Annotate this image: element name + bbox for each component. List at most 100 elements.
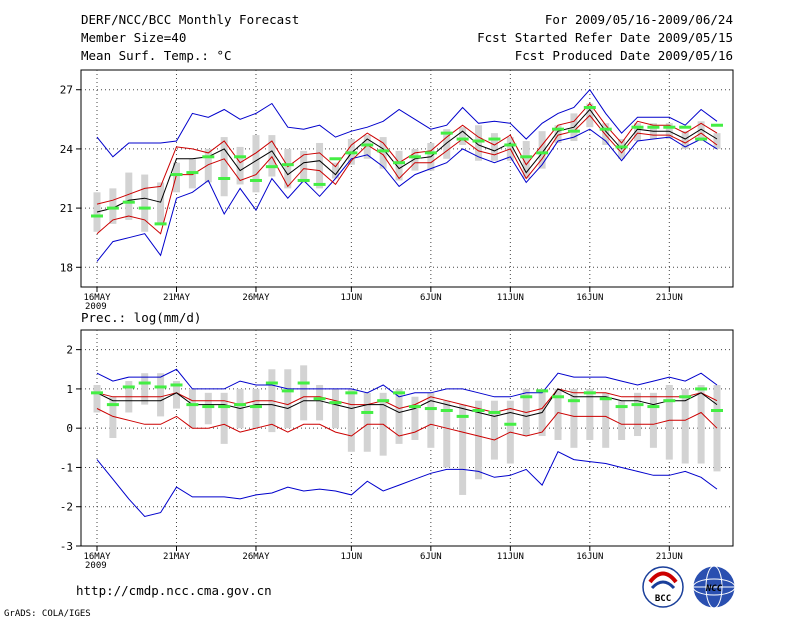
prec-ytick-label: 1 (66, 383, 73, 396)
header-start-date: Fcst Started Refer Date 2009/05/15 (477, 30, 733, 45)
bcc-logo-text: BCC (655, 594, 671, 604)
temp-box (157, 182, 165, 224)
temp-box (363, 135, 371, 159)
prec-xtick-label: 16JUN (576, 552, 603, 562)
temp-box (490, 133, 498, 161)
temp-box (459, 127, 467, 145)
prec-series-lower (96, 408, 718, 441)
prec-box (570, 388, 578, 448)
temp-xtick-label: 16JUN (576, 293, 603, 303)
prec-box (109, 396, 117, 438)
temp-xtick-year: 2009 (85, 302, 107, 312)
temp-xtick-label: 21MAY (163, 293, 191, 303)
prec-ytick-label: -2 (60, 501, 73, 514)
temp-ytick-label: 27 (60, 84, 73, 97)
temp-ytick-label: 18 (60, 261, 73, 274)
prec-box (347, 388, 355, 452)
temp-box (634, 123, 642, 142)
prec-box (490, 400, 498, 460)
temp-box (93, 192, 101, 232)
prec-box (300, 365, 308, 421)
temp-xtick-label: 6JUN (420, 293, 442, 303)
prec-ytick-label: -1 (60, 461, 73, 474)
header-variable: Mean Surf. Temp.: °C (81, 48, 232, 63)
prec-box (443, 400, 451, 468)
header-produced-date: Fcst Produced Date 2009/05/16 (515, 48, 733, 63)
temp-series-min (96, 128, 718, 262)
prec-box (284, 369, 292, 429)
prec-box (93, 384, 101, 413)
temp-box (172, 162, 180, 193)
prec-xtick-label: 1JUN (341, 552, 363, 562)
temp-box (443, 129, 451, 159)
temp-box (697, 121, 705, 142)
prec-box (395, 388, 403, 444)
prec-box (697, 384, 705, 464)
prec-box (252, 388, 260, 429)
header-period: For 2009/05/16-2009/06/24 (545, 12, 733, 27)
temp-xtick-label: 21JUN (656, 293, 683, 303)
header-member-size: Member Size=40 (81, 30, 186, 45)
temp-box (220, 137, 228, 197)
prec-xtick-label: 11JUN (497, 552, 524, 562)
ncc-logo: NCC (692, 565, 736, 609)
temp-box (268, 135, 276, 177)
temp-series-mean (96, 108, 718, 213)
prec-box (188, 388, 196, 429)
temp-box (538, 131, 546, 169)
temp-box (125, 172, 133, 220)
temp-box (300, 150, 308, 183)
prec-box (316, 384, 324, 421)
prec-xtick-label: 21MAY (163, 552, 191, 562)
prec-series-upper (96, 388, 718, 414)
prec-box (157, 373, 165, 417)
temp-xtick-label: 26MAY (242, 293, 270, 303)
prec-box (602, 392, 610, 448)
prec-xtick-year: 2009 (85, 561, 107, 571)
prec-xtick-label: 26MAY (242, 552, 270, 562)
temp-ytick-label: 24 (60, 143, 74, 156)
prec-series-min (96, 451, 718, 518)
prec-box (331, 388, 339, 429)
prec-box (204, 392, 212, 425)
temp-xtick-label: 11JUN (497, 293, 524, 303)
temp-box (411, 148, 419, 171)
temp-box (681, 131, 689, 149)
prec-box (172, 381, 180, 409)
temp-box (395, 150, 403, 181)
prec-box (411, 396, 419, 440)
temp-xtick-label: 1JUN (341, 293, 363, 303)
footer-url[interactable]: http://cmdp.ncc.cma.gov.cn (76, 583, 272, 598)
temp-box (379, 137, 387, 169)
prec-box (220, 392, 228, 444)
prec-frame (80, 329, 734, 547)
prec-xtick-label: 6JUN (420, 552, 442, 562)
prec-box (459, 404, 467, 495)
prec-box (586, 388, 594, 440)
temp-xtick-label: 16MAY (83, 293, 111, 303)
prec-box (475, 400, 483, 480)
temp-box (204, 148, 212, 183)
footer-credit: GrADS: COLA/IGES (4, 609, 91, 618)
precip-panel-title: Prec.: log(mm/d) (81, 310, 201, 325)
header-title: DERF/NCC/BCC Monthly Forecast (81, 12, 299, 27)
temp-box (602, 123, 610, 145)
temp-box (475, 125, 483, 161)
prec-ytick-label: -3 (60, 540, 73, 553)
prec-xtick-label: 16MAY (83, 552, 111, 562)
prec-xtick-label: 21JUN (656, 552, 683, 562)
prec-box (363, 392, 371, 452)
prec-box (634, 392, 642, 437)
prec-series-max (96, 368, 718, 398)
prec-box (427, 392, 435, 448)
ncc-logo-text: NCC (705, 584, 723, 594)
temp-box (252, 135, 260, 193)
bcc-logo: BCC (642, 566, 684, 608)
temp-box (236, 146, 244, 185)
prec-series-mean (96, 388, 718, 417)
prec-box (554, 388, 562, 440)
temp-box (141, 174, 149, 232)
prec-box (649, 392, 657, 448)
